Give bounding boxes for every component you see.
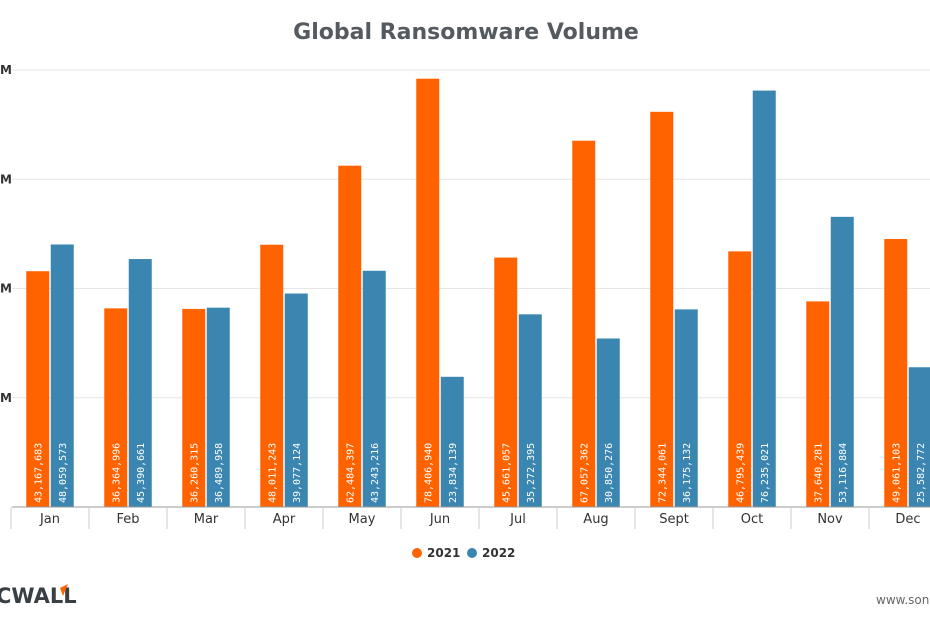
data-label-2021: 43,167,683 <box>33 443 44 503</box>
logo: CWALL <box>0 584 77 608</box>
bar-2021 <box>494 257 518 507</box>
data-label-2021: 49,061,103 <box>891 443 902 503</box>
legend-marker-2022 <box>467 548 477 558</box>
x-tick-label: May <box>349 512 376 527</box>
x-tick-label: Apr <box>273 512 296 527</box>
bar-2021 <box>260 244 284 507</box>
data-label-2022: 39,077,124 <box>292 443 303 503</box>
x-tick-label: Feb <box>116 512 139 527</box>
y-axis-ticks: M M M M <box>0 63 12 405</box>
bar-2022 <box>596 338 620 507</box>
bars: 43,167,683 48,059,573 36,364,996 45,390,661… <box>26 78 930 508</box>
y-tick-label: M <box>0 282 12 296</box>
bar-2022 <box>440 376 464 507</box>
data-label-2022: 43,243,216 <box>370 443 381 503</box>
data-label-2022: 25,582,772 <box>916 443 927 503</box>
y-tick-label: M <box>0 391 12 405</box>
bar-2021 <box>338 165 362 507</box>
bar-2021 <box>104 308 128 507</box>
data-label-2021: 46,795,439 <box>735 443 746 503</box>
bar-2022 <box>908 367 930 507</box>
legend-marker-2021 <box>412 548 422 558</box>
x-tick-label: Mar <box>194 512 219 527</box>
bar-2021 <box>650 111 674 508</box>
bar-2021 <box>728 251 752 507</box>
chart-title: Global Ransomware Volume <box>293 20 639 45</box>
x-tick-label: Oct <box>741 512 763 527</box>
data-label-2021: 48,011,243 <box>267 443 278 503</box>
bar-2022 <box>518 314 542 507</box>
bar-2021 <box>182 308 206 507</box>
bar-2022 <box>674 309 698 507</box>
bar-2021 <box>572 140 596 507</box>
data-label-2021: 72,344,061 <box>657 443 668 503</box>
data-label-2021: 62,484,397 <box>345 443 356 503</box>
logo-swoosh-icon <box>60 584 68 596</box>
bar-2021 <box>806 301 830 507</box>
data-label-2022: 35,272,395 <box>526 443 537 503</box>
data-label-2022: 53,116,884 <box>838 443 849 503</box>
data-label-2021: 36,260,315 <box>189 443 200 503</box>
x-tick-label: Jun <box>429 512 450 527</box>
data-label-2022: 36,489,958 <box>214 443 225 503</box>
data-label-2021: 78,406,940 <box>423 443 434 503</box>
data-label-2022: 30,850,276 <box>604 443 615 503</box>
x-tick-label: Nov <box>817 512 843 527</box>
x-axis: Jan Feb Mar Apr May Jun Jul Aug Sept Oct Nov Dec <box>10 506 930 529</box>
bar-2021 <box>416 78 440 507</box>
bar-2022 <box>206 307 230 507</box>
data-label-2022: 36,175,132 <box>682 443 693 503</box>
bar-2022 <box>830 216 854 508</box>
bar-2022 <box>284 293 308 507</box>
bar-2021 <box>26 271 50 507</box>
legend-label-2022: 2022 <box>482 546 515 560</box>
x-tick-label: Dec <box>895 512 920 527</box>
bar-2022 <box>362 270 386 507</box>
data-label-2021: 67,057,362 <box>579 443 590 503</box>
y-tick-label: M <box>0 63 12 77</box>
data-label-2022: 48,059,573 <box>58 443 69 503</box>
legend-label-2021: 2021 <box>427 546 460 560</box>
data-label-2022: 45,390,661 <box>136 443 147 503</box>
y-tick-label: M <box>0 172 12 186</box>
x-tick-label: Jan <box>39 512 60 527</box>
x-tick-label: Sept <box>659 512 689 527</box>
bar-2022 <box>128 259 152 507</box>
x-tick-label: Jul <box>509 512 526 527</box>
data-label-2021: 37,640,281 <box>813 443 824 503</box>
bar-2022 <box>752 90 776 508</box>
bar-2021 <box>884 239 908 507</box>
data-label-2021: 45,661,057 <box>501 443 512 503</box>
bar-2022 <box>50 244 74 507</box>
data-label-2022: 23,834,139 <box>448 443 459 503</box>
legend: 2021 2022 <box>412 546 515 560</box>
data-label-2022: 76,235,021 <box>760 443 771 503</box>
data-label-2021: 36,364,996 <box>111 443 122 503</box>
gridlines <box>12 69 930 399</box>
website-url: www.son <box>876 593 929 607</box>
x-tick-label: Aug <box>583 512 608 527</box>
